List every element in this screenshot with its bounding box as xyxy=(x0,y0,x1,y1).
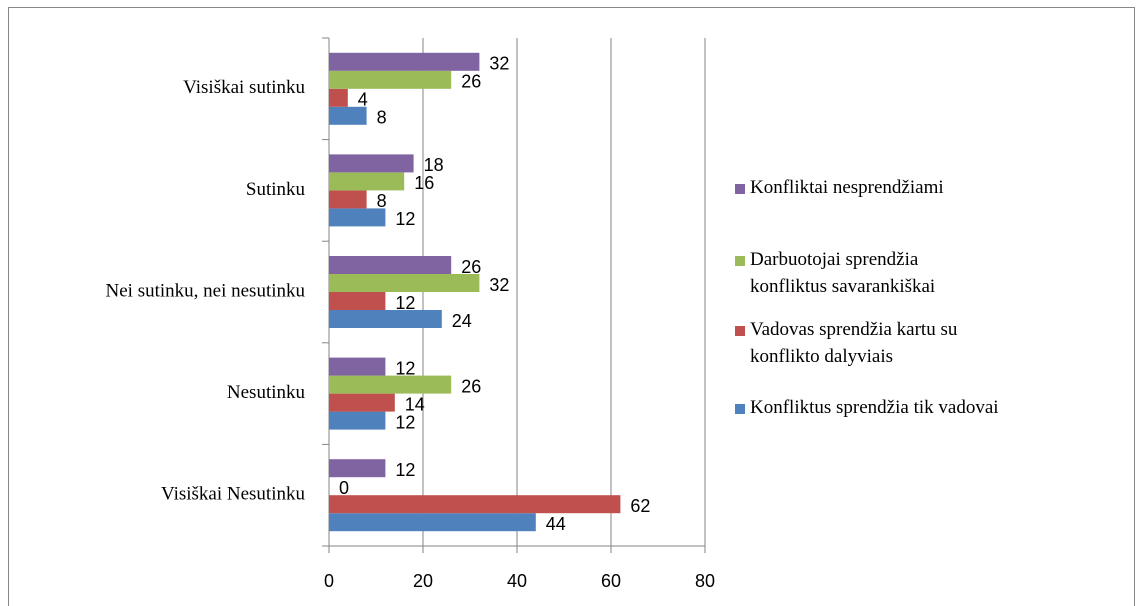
y-tick-label: Visiškai sutinku xyxy=(183,77,305,98)
data-label: 44 xyxy=(546,514,566,534)
legend-item: Konfliktai nesprendžiami xyxy=(735,177,1115,201)
data-label: 62 xyxy=(630,496,650,516)
legend-item: Darbuotojai sprendžia konfliktus savaran… xyxy=(735,249,1115,300)
bar xyxy=(329,292,386,310)
bar xyxy=(329,106,367,125)
bar xyxy=(329,70,452,89)
legend-swatch xyxy=(735,184,745,194)
data-label: 16 xyxy=(414,173,434,193)
bar xyxy=(329,411,386,430)
data-label: 4 xyxy=(358,90,368,110)
x-tick-label: 20 xyxy=(413,571,433,591)
y-tick-label: Nesutinku xyxy=(227,382,306,403)
data-label: 32 xyxy=(489,54,509,74)
bar xyxy=(329,375,452,394)
bar xyxy=(329,495,621,514)
y-tick-label: Visiškai Nesutinku xyxy=(161,484,305,505)
data-label: 12 xyxy=(395,293,415,313)
bar xyxy=(329,88,348,107)
legend-label: Konfliktus sprendžia tik vadovai xyxy=(750,397,999,418)
data-label: 26 xyxy=(461,257,481,277)
chart-border xyxy=(8,7,1135,606)
data-label: 12 xyxy=(395,209,415,229)
bar xyxy=(329,154,414,173)
bar xyxy=(329,256,452,274)
data-label: 0 xyxy=(339,478,349,498)
x-tick-label: 0 xyxy=(324,571,334,591)
bar xyxy=(329,274,480,292)
data-label: 18 xyxy=(424,155,444,175)
legend-label: Konfliktai nesprendžiami xyxy=(750,177,944,198)
legend-swatch xyxy=(735,326,745,336)
x-tick-label: 80 xyxy=(695,571,715,591)
legend-swatch xyxy=(735,256,745,266)
bar xyxy=(329,310,442,328)
legend-swatch xyxy=(735,404,745,414)
x-tick-label: 40 xyxy=(507,571,527,591)
legend-label: Darbuotojai sprendžia konfliktus savaran… xyxy=(750,249,936,297)
legend-item: Konfliktus sprendžia tik vadovai xyxy=(735,397,1115,421)
data-label: 12 xyxy=(395,412,415,432)
y-tick-label: Sutinku xyxy=(246,179,306,200)
data-label: 8 xyxy=(377,191,387,211)
bar xyxy=(329,357,386,376)
bar xyxy=(329,513,536,532)
y-tick-label: Nei sutinku, nei nesutinku xyxy=(106,280,306,301)
legend-label: Vadovas sprendžia kartu su konflikto dal… xyxy=(750,319,958,367)
x-tick-label: 60 xyxy=(601,571,621,591)
data-label: 12 xyxy=(395,460,415,480)
data-label: 8 xyxy=(377,108,387,128)
data-label: 12 xyxy=(395,358,415,378)
bar xyxy=(329,52,480,71)
bar xyxy=(329,393,395,412)
data-label: 26 xyxy=(461,72,481,92)
data-label: 14 xyxy=(405,394,425,414)
bar xyxy=(329,459,386,478)
data-label: 32 xyxy=(489,275,509,295)
data-label: 24 xyxy=(452,311,472,331)
bar xyxy=(329,172,405,191)
data-label: 26 xyxy=(461,376,481,396)
bar xyxy=(329,190,367,209)
legend-item: Vadovas sprendžia kartu su konflikto dal… xyxy=(735,319,1115,370)
bar xyxy=(329,208,386,227)
